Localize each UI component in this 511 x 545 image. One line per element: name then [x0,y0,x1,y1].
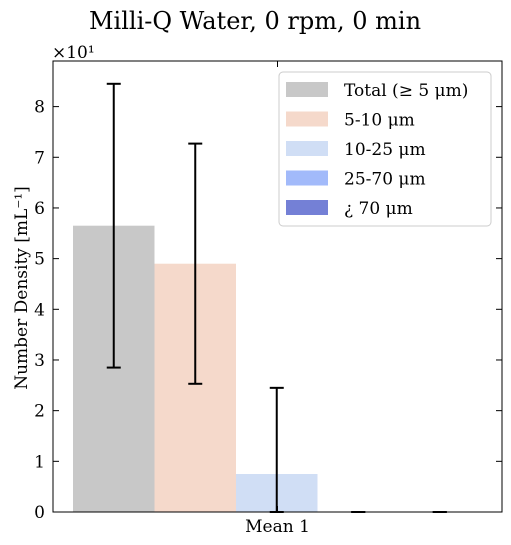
legend-label-2: 5-10 μm [344,111,415,131]
legend-swatch-3 [286,141,328,156]
y-tick-label-2: 2 [34,402,45,422]
y-tick-label-6: 6 [34,199,45,219]
y-tick-label-7: 7 [34,148,45,168]
legend-label-4: 25-70 μm [344,170,426,190]
x-tick-label: Mean 1 [245,517,310,537]
legend-swatch-4 [286,170,328,186]
legend-swatch-5 [286,200,328,215]
chart-title: Milli-Q Water, 0 rpm, 0 min [89,7,421,35]
y-tick-label-1: 1 [34,452,45,472]
plot-frame [52,60,503,513]
y-tick-label-8: 8 [34,98,45,118]
legend-box [278,71,492,227]
y-tick-label-0: 0 [34,503,45,523]
legend-label-5: ¿ 70 μm [344,199,413,219]
y-tick-label-4: 4 [34,300,45,320]
legend-label-1: Total (≥ 5 μm) [344,81,468,101]
y-axis-multiplier: ×10¹ [52,43,95,63]
legend-swatch-2 [286,111,328,127]
x-axis: Mean 1 [245,61,310,537]
legend: Total (≥ 5 μm) 5-10 μm 10-25 μm 25-70 μm ¿ 7… [278,71,492,227]
y-tick-label-3: 3 [34,351,45,371]
legend-label-3: 10-25 μm [344,140,426,160]
y-tick-label-5: 5 [34,250,45,270]
y-axis-label: Number Density [mL⁻¹] [12,186,32,390]
legend-swatch-1 [286,82,328,97]
